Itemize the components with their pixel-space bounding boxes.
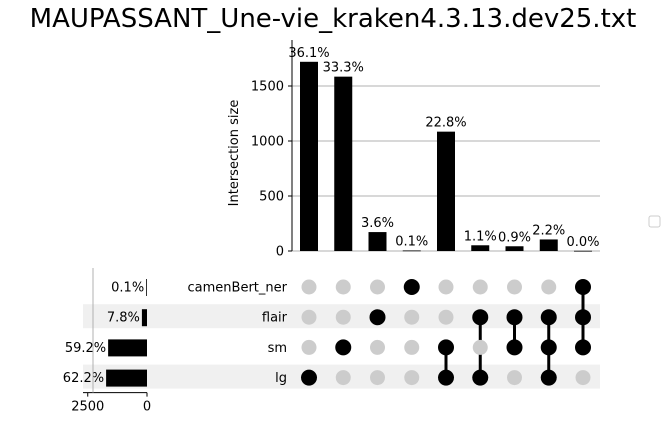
membership-dot-inactive: [404, 309, 420, 325]
membership-dot-active: [506, 309, 523, 326]
membership-dot-inactive: [370, 370, 385, 386]
membership-dot-inactive: [335, 370, 351, 386]
y-tick-label: 1500: [251, 80, 284, 95]
membership-dot-inactive: [472, 279, 488, 295]
intersection-bars: [300, 61, 592, 252]
set-size-bar: [141, 309, 147, 327]
membership-dot-inactive: [301, 339, 317, 355]
membership-dot-active: [438, 369, 454, 386]
y-axis-label: Intersection size: [227, 100, 242, 207]
membership-dot-inactive: [335, 279, 351, 295]
bar-value-label: 1.1%: [464, 229, 497, 244]
size-tick-label: 0: [143, 400, 151, 415]
membership-dot-active: [540, 309, 557, 326]
membership-dot-inactive: [438, 279, 454, 295]
membership-dot-active: [540, 369, 557, 386]
intersection-bar: [437, 131, 455, 251]
membership-dot-inactive: [507, 370, 522, 386]
set-size-label: 0.1%: [111, 281, 144, 296]
bar-value-label: 3.6%: [361, 216, 394, 231]
bar-value-label: 36.1%: [288, 46, 329, 61]
membership-dot-active: [540, 339, 557, 356]
membership-dot-active: [438, 339, 454, 356]
set-size-label: 7.8%: [107, 311, 140, 326]
membership-dot-active: [335, 339, 352, 356]
membership-dot-inactive: [404, 339, 420, 355]
bar-value-label: 33.3%: [323, 61, 364, 76]
intersection-bar: [471, 245, 490, 251]
set-size-axis: 2500 0: [71, 268, 151, 415]
membership-dot-active: [506, 339, 523, 356]
set-name-label: sm: [268, 341, 287, 356]
y-axis: 0 500 1000 1500: [251, 40, 293, 260]
intersection-bar: [368, 232, 387, 251]
membership-dot-active: [575, 279, 591, 295]
y-tick-label: 0: [276, 245, 284, 260]
set-size-bar: [108, 339, 147, 357]
intersection-bar: [402, 250, 421, 252]
membership-matrix: [301, 279, 591, 386]
y-tick-label: 500: [259, 190, 284, 205]
membership-dot-inactive: [335, 309, 351, 325]
membership-dot-active: [369, 309, 386, 326]
set-name-label: lg: [275, 371, 287, 386]
membership-dot-active: [575, 309, 591, 326]
membership-dot-inactive: [370, 339, 385, 355]
bar-value-labels: 36.1%33.3% 3.6%0.1% 22.8% 1.1% 0.9% 2.2%0.0%: [288, 46, 599, 250]
intersection-bar: [574, 250, 592, 252]
set-size-bar: [146, 279, 147, 296]
intersection-bar: [539, 239, 558, 251]
membership-dot-inactive: [472, 339, 488, 355]
membership-dot-active: [575, 339, 591, 356]
legend-checkbox[interactable]: [648, 215, 661, 228]
membership-dot-active: [472, 369, 489, 386]
intersection-bar: [505, 246, 524, 251]
membership-dot-inactive: [575, 370, 591, 386]
membership-dot-inactive: [507, 279, 522, 295]
set-size-bar: [106, 369, 147, 387]
membership-dot-inactive: [438, 309, 454, 325]
bar-value-label: 0.9%: [498, 230, 531, 245]
y-tick-label: 1000: [251, 135, 284, 150]
bar-value-label: 0.1%: [395, 234, 428, 249]
intersection-bar: [334, 76, 353, 252]
chart-title: MAUPASSANT_Une-vie_kraken4.3.13.dev25.tx…: [29, 4, 637, 34]
membership-dot-inactive: [301, 309, 317, 325]
membership-dot-inactive: [541, 279, 557, 295]
membership-dot-active: [301, 369, 317, 386]
membership-dot-inactive: [370, 279, 385, 295]
membership-dot-inactive: [404, 370, 420, 386]
intersection-bar: [300, 61, 318, 251]
set-size-label: 59.2%: [65, 341, 106, 356]
set-size-label: 62.2%: [63, 371, 104, 386]
size-tick-label: 2500: [71, 400, 104, 415]
bar-value-label: 0.0%: [566, 235, 599, 250]
membership-dot-active: [472, 309, 489, 326]
set-name-label: camenBert_ner: [188, 281, 288, 296]
bar-value-label: 22.8%: [425, 116, 466, 131]
membership-dot-inactive: [301, 279, 317, 295]
set-name-label: flair: [262, 311, 288, 326]
bar-value-label: 2.2%: [532, 223, 565, 238]
membership-dot-active: [403, 279, 420, 295]
set-size-bars: 0.1% 7.8%59.2% 62.2%: [63, 279, 147, 387]
